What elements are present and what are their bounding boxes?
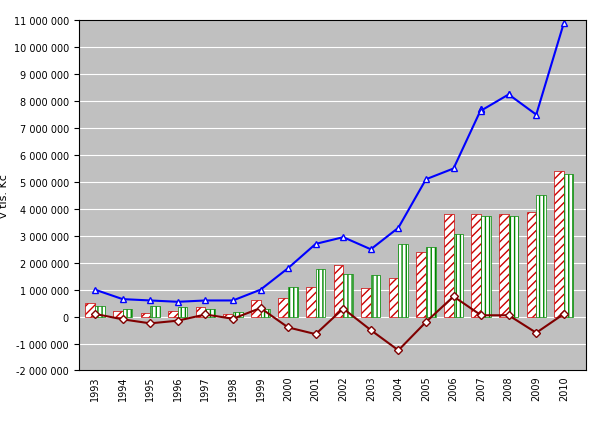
Bar bbox=[260, 309, 270, 317]
Bar bbox=[527, 212, 536, 317]
Bar bbox=[233, 312, 243, 317]
Bar bbox=[554, 172, 564, 317]
Y-axis label: v tis. Kč: v tis. Kč bbox=[0, 174, 10, 218]
Bar bbox=[85, 303, 95, 317]
Bar bbox=[178, 308, 187, 317]
Bar bbox=[141, 313, 150, 317]
Bar bbox=[196, 308, 205, 317]
Bar bbox=[278, 298, 288, 317]
Bar bbox=[399, 245, 408, 317]
Bar bbox=[536, 196, 546, 317]
Bar bbox=[205, 310, 215, 317]
Bar bbox=[95, 306, 104, 317]
Bar bbox=[564, 175, 573, 317]
Bar bbox=[306, 287, 316, 317]
Bar bbox=[288, 287, 298, 317]
Bar bbox=[223, 314, 233, 317]
Bar bbox=[454, 235, 463, 317]
Bar bbox=[343, 274, 353, 317]
Bar bbox=[426, 247, 435, 317]
Bar bbox=[509, 216, 518, 317]
Bar bbox=[123, 309, 132, 317]
Bar bbox=[444, 215, 454, 317]
Bar bbox=[113, 311, 123, 317]
Bar bbox=[361, 289, 371, 317]
Bar bbox=[416, 252, 426, 317]
Bar bbox=[371, 275, 381, 317]
Bar bbox=[389, 278, 399, 317]
Bar bbox=[251, 301, 260, 317]
Bar bbox=[316, 270, 326, 317]
Bar bbox=[168, 311, 178, 317]
Bar bbox=[481, 216, 490, 317]
Bar bbox=[499, 215, 509, 317]
Bar bbox=[150, 306, 160, 317]
Bar bbox=[333, 266, 343, 317]
Bar bbox=[472, 215, 481, 317]
